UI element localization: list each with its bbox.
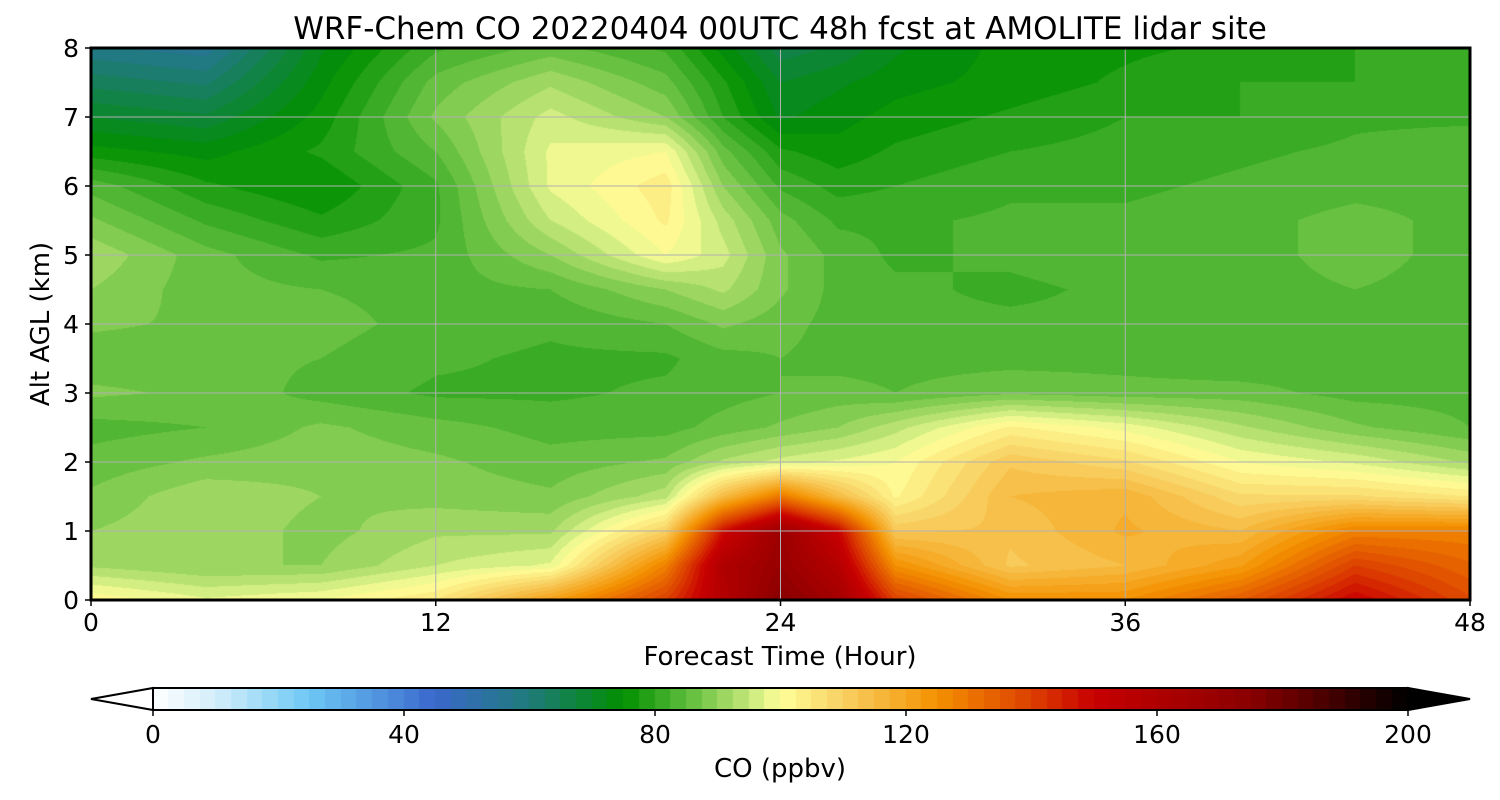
- grid-lines: [91, 48, 1470, 600]
- y-tick-label: 5: [63, 241, 79, 270]
- y-tick-label: 7: [63, 103, 79, 132]
- colorbar-extend-high: [1407, 686, 1471, 712]
- y-tick-label: 4: [63, 310, 79, 339]
- x-axis: 0 12 24 36 48: [83, 600, 1486, 637]
- colorbar-frame: [152, 687, 1409, 711]
- x-tick-label: 24: [765, 608, 797, 637]
- y-tick-label: 6: [63, 172, 79, 201]
- chart-title: WRF-Chem CO 20220404 00UTC 48h fcst at A…: [293, 11, 1267, 47]
- x-tick-label: 48: [1454, 608, 1486, 637]
- y-axis: 0 1 2 3 4 5 6 7 8: [63, 34, 91, 615]
- colorbar-tick-label: 80: [639, 720, 671, 749]
- y-tick-label: 8: [63, 34, 79, 63]
- colorbar-tick-label: 40: [388, 720, 420, 749]
- colorbar-tick-label: 0: [145, 720, 161, 749]
- colorbar-tick-label: 160: [1133, 720, 1181, 749]
- colorbar-tick-label: 200: [1384, 720, 1432, 749]
- y-tick-label: 2: [63, 448, 79, 477]
- colorbar-gradient: [153, 688, 1408, 710]
- colorbar-ticks: 0 40 80 120 160 200: [145, 710, 1432, 749]
- colorbar: 0 40 80 120 160 200 CO (ppbv): [90, 686, 1471, 784]
- x-tick-label: 0: [83, 608, 99, 637]
- x-axis-label: Forecast Time (Hour): [643, 642, 916, 672]
- colorbar-tick-label: 120: [882, 720, 930, 749]
- plot-area: [89, 46, 1472, 602]
- x-tick-label: 12: [420, 608, 452, 637]
- y-tick-label: 3: [63, 379, 79, 408]
- colorbar-extend-low: [90, 686, 154, 712]
- y-axis-label: Alt AGL (km): [26, 242, 56, 406]
- x-tick-label: 36: [1109, 608, 1141, 637]
- y-tick-label: 1: [63, 517, 79, 546]
- colorbar-label: CO (ppbv): [714, 754, 846, 784]
- y-tick-label: 0: [63, 586, 79, 615]
